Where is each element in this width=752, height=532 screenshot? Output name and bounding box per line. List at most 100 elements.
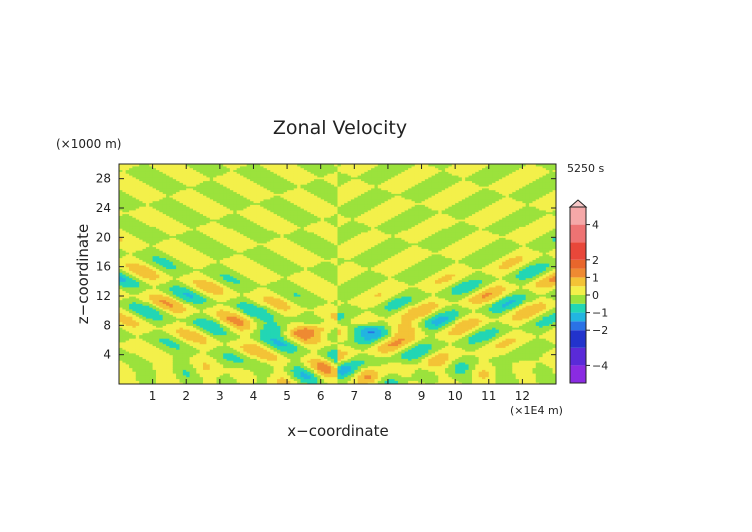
field-cell [129, 330, 134, 334]
field-cell [135, 321, 140, 325]
field-cell [159, 182, 164, 185]
field-cell [129, 374, 134, 378]
field-cell [166, 338, 171, 341]
field-cell [189, 189, 194, 193]
field-cell [135, 191, 140, 194]
field-cell [166, 246, 171, 249]
field-cell [125, 259, 130, 262]
field-cell [135, 259, 140, 262]
field-cell [149, 231, 154, 235]
field-cell [172, 264, 177, 268]
field-cell [142, 347, 147, 350]
field-cell [156, 237, 160, 240]
field-cell [159, 191, 164, 194]
field-cell [132, 261, 137, 264]
field-cell [172, 286, 177, 290]
field-cell [189, 334, 194, 337]
field-cell [172, 294, 177, 297]
field-cell [149, 318, 154, 321]
field-cell [186, 272, 191, 275]
field-cell [169, 264, 174, 268]
field-cell [162, 345, 167, 348]
field-cell [132, 343, 137, 347]
field-cell [122, 175, 127, 178]
field-cell [162, 211, 167, 215]
field-cell [149, 373, 154, 376]
field-cell [135, 281, 140, 284]
field-cell [156, 219, 160, 222]
field-cell [122, 343, 127, 347]
field-cell [129, 275, 134, 279]
field-cell [162, 208, 167, 211]
field-cell [182, 224, 187, 227]
field-cell [145, 277, 150, 281]
field-cell [182, 220, 187, 224]
field-cell [179, 178, 184, 182]
field-cell [176, 208, 181, 211]
field-cell [189, 224, 194, 227]
field-cell [152, 275, 157, 279]
field-cell [156, 301, 160, 304]
field-cell [142, 246, 147, 249]
field-cell [145, 180, 150, 183]
field-cell [156, 367, 160, 370]
field-cell [186, 263, 191, 266]
field-cell [182, 164, 187, 167]
field-cell [166, 250, 171, 253]
field-cell [156, 277, 160, 281]
field-cell [189, 178, 194, 182]
field-cell [125, 202, 130, 205]
field-cell [182, 327, 187, 330]
field-cell [129, 206, 134, 209]
field-cell [132, 233, 137, 237]
field-cell [145, 382, 150, 384]
field-cell [156, 312, 160, 315]
field-cell [139, 219, 144, 222]
field-cell [135, 233, 140, 237]
field-cell [166, 195, 171, 198]
field-cell [172, 242, 177, 246]
field-cell [132, 358, 137, 361]
field-cell [179, 354, 184, 358]
field-cell [149, 241, 154, 244]
field-cell [179, 277, 184, 281]
field-cell [145, 182, 150, 185]
field-cell [142, 239, 147, 242]
field-cell [132, 290, 137, 293]
field-cell [189, 351, 194, 354]
field-cell [182, 252, 187, 255]
field-cell [159, 259, 164, 262]
field-cell [172, 252, 177, 255]
field-cell [169, 301, 174, 304]
field-cell [139, 206, 144, 209]
field-cell [132, 336, 137, 339]
field-cell [189, 297, 194, 301]
field-cell [149, 277, 154, 281]
field-cell [172, 255, 177, 259]
field-cell [125, 167, 130, 171]
field-cell [129, 263, 134, 266]
field-cell [172, 195, 177, 198]
field-cell [152, 257, 157, 260]
field-cell [179, 235, 184, 238]
field-cell [156, 310, 160, 314]
field-cell [186, 351, 191, 354]
field-cell [129, 345, 134, 348]
field-cell [159, 338, 164, 341]
field-cell [162, 228, 167, 231]
field-cell [159, 208, 164, 211]
field-cell [125, 252, 130, 255]
field-cell [129, 378, 134, 381]
field-cell [129, 310, 134, 314]
field-cell [172, 354, 177, 358]
field-cell [139, 369, 144, 372]
field-cell [189, 209, 194, 213]
field-cell [166, 220, 171, 224]
field-cell [149, 338, 154, 341]
field-cell [149, 217, 154, 220]
field-cell [179, 176, 184, 180]
field-cell [139, 330, 144, 334]
field-cell [149, 237, 154, 240]
field-cell [149, 176, 154, 180]
field-cell [176, 206, 181, 209]
